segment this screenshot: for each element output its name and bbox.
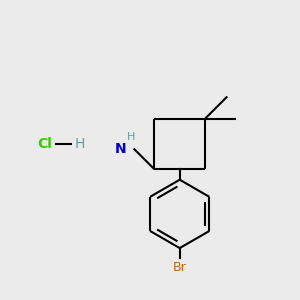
Text: Br: Br: [173, 261, 187, 274]
Text: H: H: [127, 132, 135, 142]
Text: N: N: [115, 142, 126, 155]
Text: H: H: [74, 137, 85, 151]
Text: Cl: Cl: [37, 137, 52, 151]
